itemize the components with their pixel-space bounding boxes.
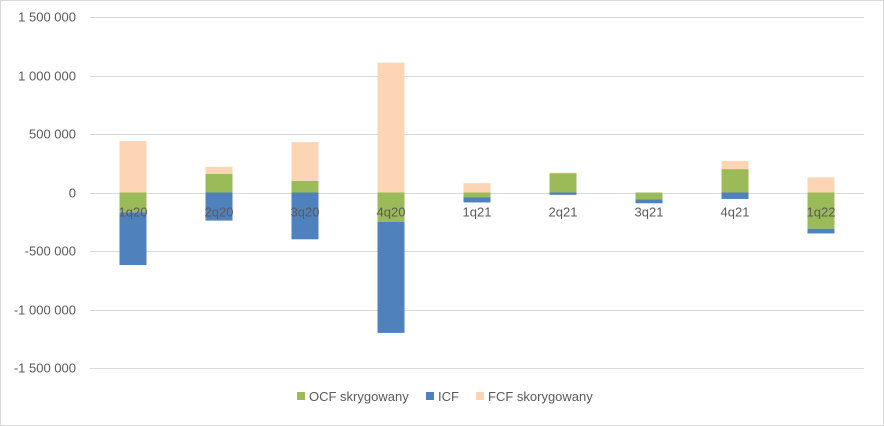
legend-swatch [297,392,305,400]
x-tick-label: 2q20 [205,205,234,220]
legend-label: ICF [438,389,459,404]
bar-segment [549,172,577,174]
bar-segment [807,228,835,234]
x-tick-label: 1q21 [463,205,492,220]
y-tick-label: 500 000 [29,127,76,142]
bar-segment [291,192,319,240]
gridlines [90,17,864,369]
bar-segment [463,197,491,203]
y-tick-label: 0 [69,186,76,201]
bars [119,62,835,333]
bar-segment [463,192,491,198]
x-tick-label: 4q20 [377,205,406,220]
bar-segment [377,221,405,333]
y-tick-label: -500 000 [25,244,76,259]
bar-segment [807,177,835,193]
bar-segment [205,166,233,174]
legend-swatch [426,392,434,400]
legend: OCF skrygowany ICF FCF skorygowany [297,389,593,404]
bar-segment [549,192,577,195]
x-tick-label: 2q21 [549,205,578,220]
bar-segment [463,183,491,193]
bar-segment [291,180,319,193]
x-tick-label: 4q21 [721,205,750,220]
x-tick-label: 3q20 [291,205,320,220]
legend-label: OCF skrygowany [309,389,409,404]
x-tick-label: 3q21 [635,205,664,220]
bar-segment [635,203,663,205]
axes: 1 500 000 1 000 000 500 000 0 -500 000 -1 000… [14,10,836,376]
bar-segment [635,192,663,200]
y-tick-label: 1 500 000 [18,10,76,25]
bar-segment [807,192,835,229]
bar-segment [377,192,405,222]
bar-segment [119,141,147,193]
bar-segment [205,173,233,193]
bar-segment [635,199,663,204]
y-tick-label: 1 000 000 [18,69,76,84]
bar-segment [549,173,577,193]
legend-swatch [476,392,484,400]
bar-segment [119,192,147,213]
bar-segment [119,212,147,266]
x-tick-label: 1q20 [119,205,148,220]
bar-segment [721,192,749,199]
y-tick-label: -1 500 000 [14,361,76,376]
legend-label: FCF skorygowany [488,389,593,404]
bar-segment [205,192,233,221]
y-tick-label: -1 000 000 [14,303,76,318]
bar-segment [291,142,319,181]
x-tick-label: 1q22 [807,205,836,220]
bar-segment [721,160,749,170]
bar-segment [377,62,405,193]
bar-segment [721,169,749,193]
